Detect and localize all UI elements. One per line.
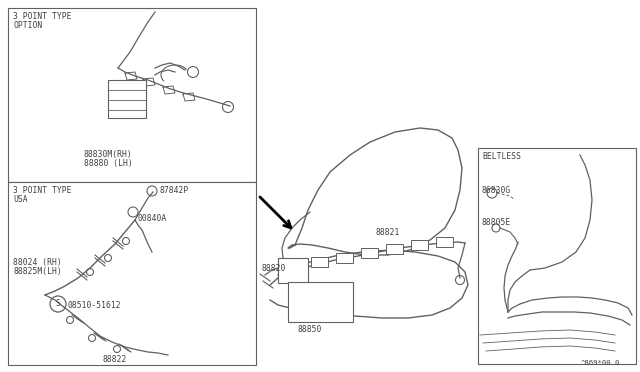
Bar [436, 237, 453, 247]
Text: BELTLESS: BELTLESS [482, 152, 521, 161]
Text: 3 POINT TYPE: 3 POINT TYPE [13, 12, 72, 21]
Bar [8, 8, 256, 182]
Text: 00840A: 00840A [138, 214, 167, 223]
Bar [411, 240, 428, 250]
Text: 88821: 88821 [375, 228, 399, 237]
Text: S: S [56, 299, 60, 308]
Bar [311, 257, 328, 267]
Text: 86830G: 86830G [482, 186, 511, 195]
Bar [278, 258, 308, 283]
Bar [361, 248, 378, 258]
Text: 88880 (LH): 88880 (LH) [84, 159, 132, 168]
Text: 88805E: 88805E [482, 218, 511, 227]
Text: ^869*00.0: ^869*00.0 [580, 360, 620, 366]
Text: 88820: 88820 [262, 264, 286, 273]
Bar [386, 244, 403, 254]
Text: USA: USA [13, 195, 28, 204]
Bar [478, 148, 636, 364]
Text: OPTION: OPTION [13, 21, 42, 30]
Bar [108, 80, 146, 118]
Text: 88024 (RH): 88024 (RH) [13, 258, 61, 267]
Text: 87842P: 87842P [160, 186, 189, 195]
Bar [288, 282, 353, 322]
Bar [8, 182, 256, 365]
Bar [286, 263, 303, 273]
Text: 88830M(RH): 88830M(RH) [84, 150, 132, 159]
Text: 88850: 88850 [298, 325, 323, 334]
Text: 3 POINT TYPE: 3 POINT TYPE [13, 186, 72, 195]
Bar [336, 253, 353, 263]
Text: 88825M(LH): 88825M(LH) [13, 267, 61, 276]
Text: 08510-51612: 08510-51612 [67, 301, 120, 310]
Text: 88822: 88822 [103, 355, 127, 364]
